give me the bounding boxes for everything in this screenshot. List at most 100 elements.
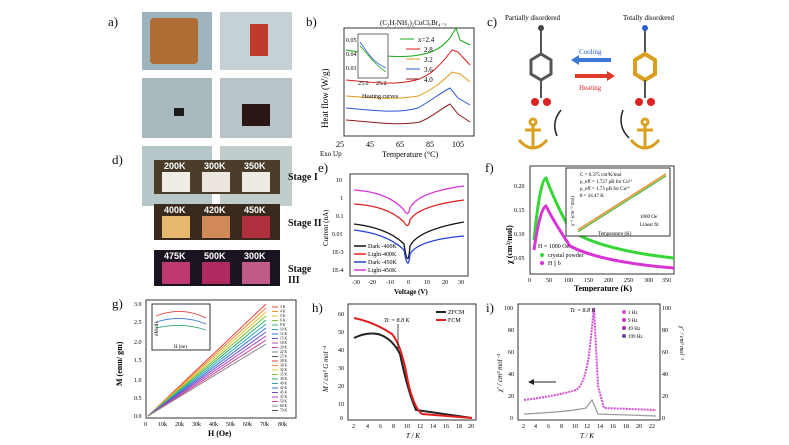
svg-text:3.0: 3.0	[134, 302, 142, 308]
temp-300K: 300K	[204, 161, 226, 171]
legend-entry: 42 K	[280, 386, 287, 390]
svg-text:50: 50	[338, 330, 344, 336]
panel-g-ylabel: M (emu/ gm)	[115, 341, 124, 386]
legend-entry: 47 K	[280, 395, 287, 399]
panel-i-ylabel2: χ″ / cm³ mol⁻¹	[678, 325, 684, 360]
svg-text:μ_eff = 1.73 μB for Cu²⁺: μ_eff = 1.73 μB for Cu²⁺	[580, 186, 631, 192]
svg-text:14: 14	[597, 424, 603, 430]
anchor-icon	[517, 117, 549, 150]
panel-i-xlabel: T / K	[580, 432, 594, 440]
svg-text:6: 6	[547, 424, 550, 430]
panel-b-dsc-chart: Heat flow (W/g) 0.05 0.04 0.03 25.0 25.2…	[320, 19, 475, 159]
legend-entry: 4 K	[280, 310, 286, 314]
svg-text:8: 8	[392, 424, 395, 430]
panel-b-frame	[343, 27, 475, 137]
svg-text:100: 100	[662, 306, 671, 312]
panel-e-ylabel: Current (nA)	[322, 209, 330, 246]
svg-text:10: 10	[424, 280, 430, 286]
legend-entry: 6 K	[280, 319, 286, 323]
panel-b-heating-label: Heating curves	[362, 94, 399, 100]
svg-text:40: 40	[662, 372, 668, 378]
legend-entry: 18 K	[280, 341, 287, 345]
svg-text:10: 10	[572, 424, 578, 430]
iv-dark-400	[353, 221, 465, 260]
legend-entry: 40 K	[280, 382, 287, 386]
svg-text:10k: 10k	[158, 422, 167, 428]
temp-400K: 400K	[164, 205, 186, 215]
stage-2: Stage II	[288, 218, 322, 229]
svg-text:200: 200	[604, 278, 613, 284]
temp-450K: 450K	[244, 205, 266, 215]
panel-f-field: H = 1000 Oe	[538, 244, 570, 250]
svg-text:300: 300	[644, 278, 653, 284]
legend-entry: 25 K	[280, 355, 287, 359]
panel-f-chart: χ (cm³/mol) 0.20 0.15 0.10 0.05 C = 0.37…	[505, 165, 675, 292]
svg-text:20: 20	[442, 280, 448, 286]
legend-entry: 15 K	[280, 337, 287, 341]
temp-475K: 475K	[164, 251, 186, 261]
svg-text:60: 60	[662, 350, 668, 356]
svg-text:18: 18	[623, 424, 629, 430]
panel-f-inset	[565, 167, 671, 237]
svg-text:60: 60	[508, 350, 514, 356]
panel-b-xtick-105: 105	[452, 140, 464, 149]
panel-h-label: h)	[312, 300, 323, 315]
panel-d-label: d)	[112, 152, 123, 167]
chi-crystal-powder	[532, 176, 675, 260]
svg-text:40: 40	[338, 348, 344, 354]
svg-text:10: 10	[404, 424, 410, 430]
svg-text:2: 2	[522, 424, 525, 430]
svg-text:60: 60	[338, 312, 344, 318]
panel-f-xlabel: Temperature (K)	[574, 284, 632, 292]
svg-text:0.15: 0.15	[514, 208, 525, 214]
svg-text:20: 20	[636, 424, 642, 430]
svg-text:20: 20	[338, 384, 344, 390]
iv-light-400	[353, 199, 465, 227]
svg-text:20: 20	[468, 424, 474, 430]
svg-text:1E-3: 1E-3	[332, 250, 344, 256]
svg-text:16: 16	[443, 424, 449, 430]
legend-40: 4.0	[424, 76, 433, 84]
panel-f-yticks: 0.20 0.15 0.10 0.05	[514, 184, 525, 262]
svg-text:C = 0.375 cm³K/mol: C = 0.375 cm³K/mol	[580, 172, 622, 178]
panel-e-label: e)	[318, 160, 329, 175]
legend-entry: 38 K	[280, 377, 287, 381]
svg-text:10: 10	[336, 178, 342, 184]
anchor-icon	[629, 117, 661, 150]
panel-f-inset-ylabel: χ⁻¹ (cm⁻³ mol)	[570, 195, 576, 226]
svg-text:50: 50	[546, 278, 552, 284]
panel-g-label: g)	[112, 296, 123, 311]
svg-text:0.1: 0.1	[336, 214, 344, 220]
panel-b-formula: (C₃H₇NH₃)₂CuClₓBr₄₋ₓ	[380, 19, 447, 27]
svg-text:Light-400K: Light-400K	[368, 252, 397, 258]
svg-text:60k: 60k	[243, 422, 252, 428]
svg-text:40: 40	[508, 372, 514, 378]
svg-text:80k: 80k	[278, 422, 287, 428]
panel-e-legend: Dark -400K Light-400K Dark -450K Light-4…	[354, 244, 397, 274]
svg-text:40k: 40k	[209, 422, 218, 428]
panel-h-ylabel: M / cm³ G mol⁻¹	[322, 346, 330, 393]
crystal-photo	[142, 12, 212, 70]
temp-350K: 350K	[244, 161, 266, 171]
svg-text:0.0: 0.0	[134, 414, 142, 420]
panel-i-chart: χ′ / cm³ mol⁻¹ 100 80 60 40 20 0 Tc = 8.…	[496, 303, 684, 440]
svg-text:Linear fit: Linear fit	[640, 223, 659, 228]
temp-420K: 420K	[204, 205, 226, 215]
panel-h-chart: M / cm³ G mol⁻¹ 60 50 40 30 20 10 0 Tc =…	[322, 303, 477, 440]
svg-text:9 Hz: 9 Hz	[628, 319, 638, 324]
legend-32: 3.2	[424, 56, 433, 64]
legend-28: 2.8	[424, 46, 433, 54]
svg-text:0.10: 0.10	[514, 232, 525, 238]
legend-entry: 12 K	[280, 332, 287, 336]
svg-text:-30: -30	[352, 280, 360, 286]
svg-text:12: 12	[584, 424, 590, 430]
mh-curves	[147, 303, 267, 417]
svg-text:0.5: 0.5	[134, 396, 142, 402]
crystal-photo	[220, 12, 292, 70]
panel-g-xlabel: H (Oe)	[208, 429, 232, 438]
panel-b-xtick-25: 25	[336, 140, 344, 149]
temp-200K: 200K	[164, 161, 186, 171]
svg-text:θ = 34.47 K: θ = 34.47 K	[580, 194, 604, 199]
svg-text:0: 0	[144, 422, 147, 428]
svg-text:350: 350	[662, 278, 671, 284]
